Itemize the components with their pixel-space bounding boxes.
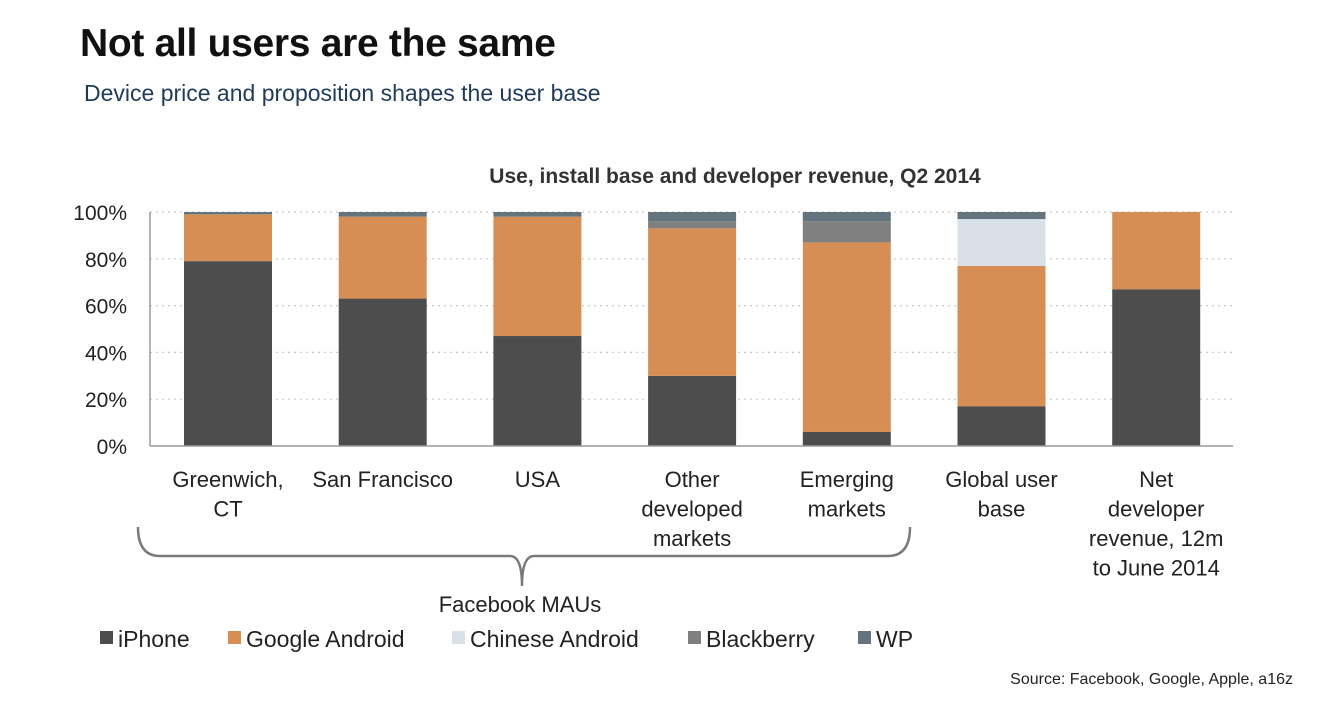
category-labels: Greenwich, CT San Francisco USA Other develop…: [172, 467, 1223, 581]
bar-segment-google-android: [184, 214, 272, 262]
legend-label: Google Android: [246, 626, 405, 652]
legend-swatch: [228, 631, 241, 644]
legend-swatch: [452, 631, 465, 644]
bar-segment-blackberry: [648, 221, 737, 229]
bar-segment-wp: [338, 212, 427, 217]
y-tick-label: 80%: [85, 249, 127, 272]
bar-stack: [802, 212, 891, 446]
bar-stack: [1112, 212, 1201, 446]
bar-stack: [648, 212, 737, 446]
y-tick-label: 40%: [85, 342, 127, 365]
legend-item: WP: [858, 626, 913, 652]
bar-segment-blackberry: [802, 221, 891, 243]
y-axis-ticks: 0% 20% 40% 60% 80% 100%: [73, 202, 127, 459]
bar-segment-iphone: [338, 298, 427, 446]
bar-segment-google-android: [1112, 212, 1201, 290]
bar-segment-wp: [648, 212, 737, 222]
bar-segment-iphone: [957, 406, 1046, 446]
y-tick-label: 100%: [73, 202, 127, 225]
legend-item: Chinese Android: [452, 626, 639, 652]
bar-segment-wp: [184, 212, 272, 215]
legend: iPhone Google Android Chinese Android Black…: [100, 626, 913, 652]
legend-label: Blackberry: [706, 626, 815, 652]
bar-segment-google-android: [493, 216, 582, 337]
bar-stack: [184, 212, 272, 446]
bar-stack: [957, 212, 1046, 446]
bar-segment-chinese-android: [957, 219, 1046, 266]
bar-segment-google-android: [648, 228, 737, 376]
x-category-label: Greenwich, CT: [172, 467, 283, 522]
bar-segment-google-android: [338, 216, 427, 299]
x-category-label: Net developer revenue, 12m to June 2014: [1089, 467, 1224, 581]
bar-segment-google-android: [957, 265, 1046, 407]
bar-segment-iphone: [184, 261, 272, 446]
legend-item: iPhone: [100, 626, 190, 652]
x-category-label: USA: [515, 467, 561, 492]
legend-swatch: [100, 631, 113, 644]
x-category-label: Emerging markets: [800, 467, 894, 522]
bar-segment-iphone: [648, 375, 737, 446]
facebook-maus-bracket: [136, 526, 912, 587]
bar-segment-wp: [802, 212, 891, 222]
legend-label: iPhone: [118, 626, 190, 652]
bar-stack: [338, 212, 427, 446]
y-tick-label: 60%: [85, 296, 127, 319]
x-category-label: Global user base: [945, 467, 1058, 522]
bar-segment-wp: [493, 212, 582, 217]
source-note: Source: Facebook, Google, Apple, a16z: [1010, 671, 1293, 688]
legend-item: Google Android: [228, 626, 405, 652]
legend-label: WP: [876, 626, 913, 652]
legend-item: Blackberry: [688, 626, 815, 652]
bar-segment-wp: [957, 212, 1046, 220]
bar-segment-iphone: [493, 336, 582, 446]
bars: [184, 212, 1201, 446]
y-tick-label: 20%: [85, 389, 127, 412]
page-title: Not all users are the same: [80, 22, 556, 65]
page-subtitle: Device price and proposition shapes the …: [84, 80, 601, 106]
legend-label: Chinese Android: [470, 626, 639, 652]
bar-segment-iphone: [1112, 289, 1201, 446]
bar-segment-google-android: [802, 242, 891, 432]
chart-title: Use, install base and developer revenue,…: [489, 165, 981, 188]
y-tick-label: 0%: [97, 436, 127, 459]
legend-swatch: [688, 631, 701, 644]
bar-stack: [493, 212, 582, 446]
legend-swatch: [858, 631, 871, 644]
bracket-label: Facebook MAUs: [439, 592, 602, 617]
x-category-label: San Francisco: [312, 467, 453, 492]
bar-segment-iphone: [802, 431, 891, 446]
x-category-label: Other developed markets: [641, 467, 743, 551]
